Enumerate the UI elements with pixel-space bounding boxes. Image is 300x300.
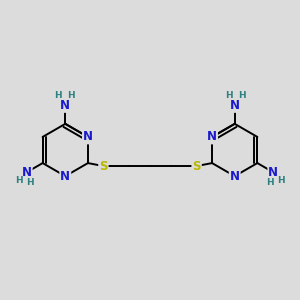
Text: N: N bbox=[230, 170, 240, 183]
Text: H: H bbox=[266, 178, 274, 187]
Text: S: S bbox=[99, 160, 108, 172]
Text: H: H bbox=[15, 176, 23, 185]
Text: N: N bbox=[230, 99, 240, 112]
Text: H: H bbox=[26, 178, 34, 187]
Text: H: H bbox=[54, 92, 62, 100]
Text: N: N bbox=[268, 166, 278, 179]
Text: N: N bbox=[207, 130, 217, 143]
Text: H: H bbox=[238, 92, 246, 100]
Text: N: N bbox=[60, 99, 70, 112]
Text: N: N bbox=[83, 130, 93, 143]
Text: H: H bbox=[225, 92, 232, 100]
Text: H: H bbox=[68, 92, 75, 100]
Text: S: S bbox=[192, 160, 201, 172]
Text: N: N bbox=[22, 166, 32, 179]
Text: H: H bbox=[277, 176, 285, 185]
Text: N: N bbox=[60, 170, 70, 183]
